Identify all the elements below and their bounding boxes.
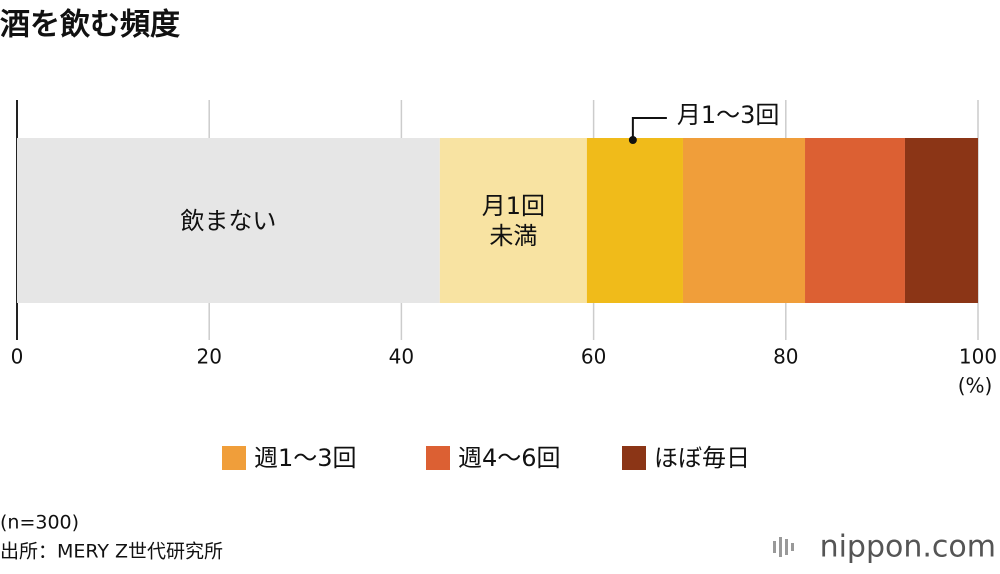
legend-label: ほぼ毎日 [654, 444, 750, 472]
logo-icon [773, 537, 794, 557]
note: 出所：MERY Z世代研究所 [0, 541, 223, 563]
bar-segment [586, 138, 683, 303]
x-tick-label: 20 [196, 345, 221, 369]
legend-swatch [222, 446, 246, 470]
legend-swatch [622, 446, 646, 470]
x-tick-label: 60 [581, 345, 606, 369]
bar-segment [682, 138, 806, 303]
chart-title: 酒を飲む頻度 [0, 8, 180, 43]
bar-segment [17, 138, 440, 303]
legend-swatch [426, 446, 450, 470]
note: (n=300) [0, 512, 79, 534]
callout-label: 月1〜3回 [677, 101, 780, 129]
x-tick-label: 100 [959, 345, 997, 369]
x-tick-label: 0 [11, 345, 24, 369]
x-tick-label: 40 [389, 345, 414, 369]
bar-segment [904, 138, 978, 303]
x-axis-label: (%) [958, 374, 993, 398]
logo: nippon.com [820, 530, 996, 565]
legend-label: 週4〜6回 [458, 444, 561, 472]
segment-label: 飲まない [180, 206, 277, 235]
x-tick-label: 80 [773, 345, 798, 369]
segment-label: 月1回未満 [481, 191, 545, 250]
bar-segment [439, 138, 587, 303]
callout-dot [628, 136, 637, 144]
bar-segment [805, 138, 905, 303]
callout-line [631, 117, 667, 138]
legend-label: 週1〜3回 [254, 444, 357, 472]
